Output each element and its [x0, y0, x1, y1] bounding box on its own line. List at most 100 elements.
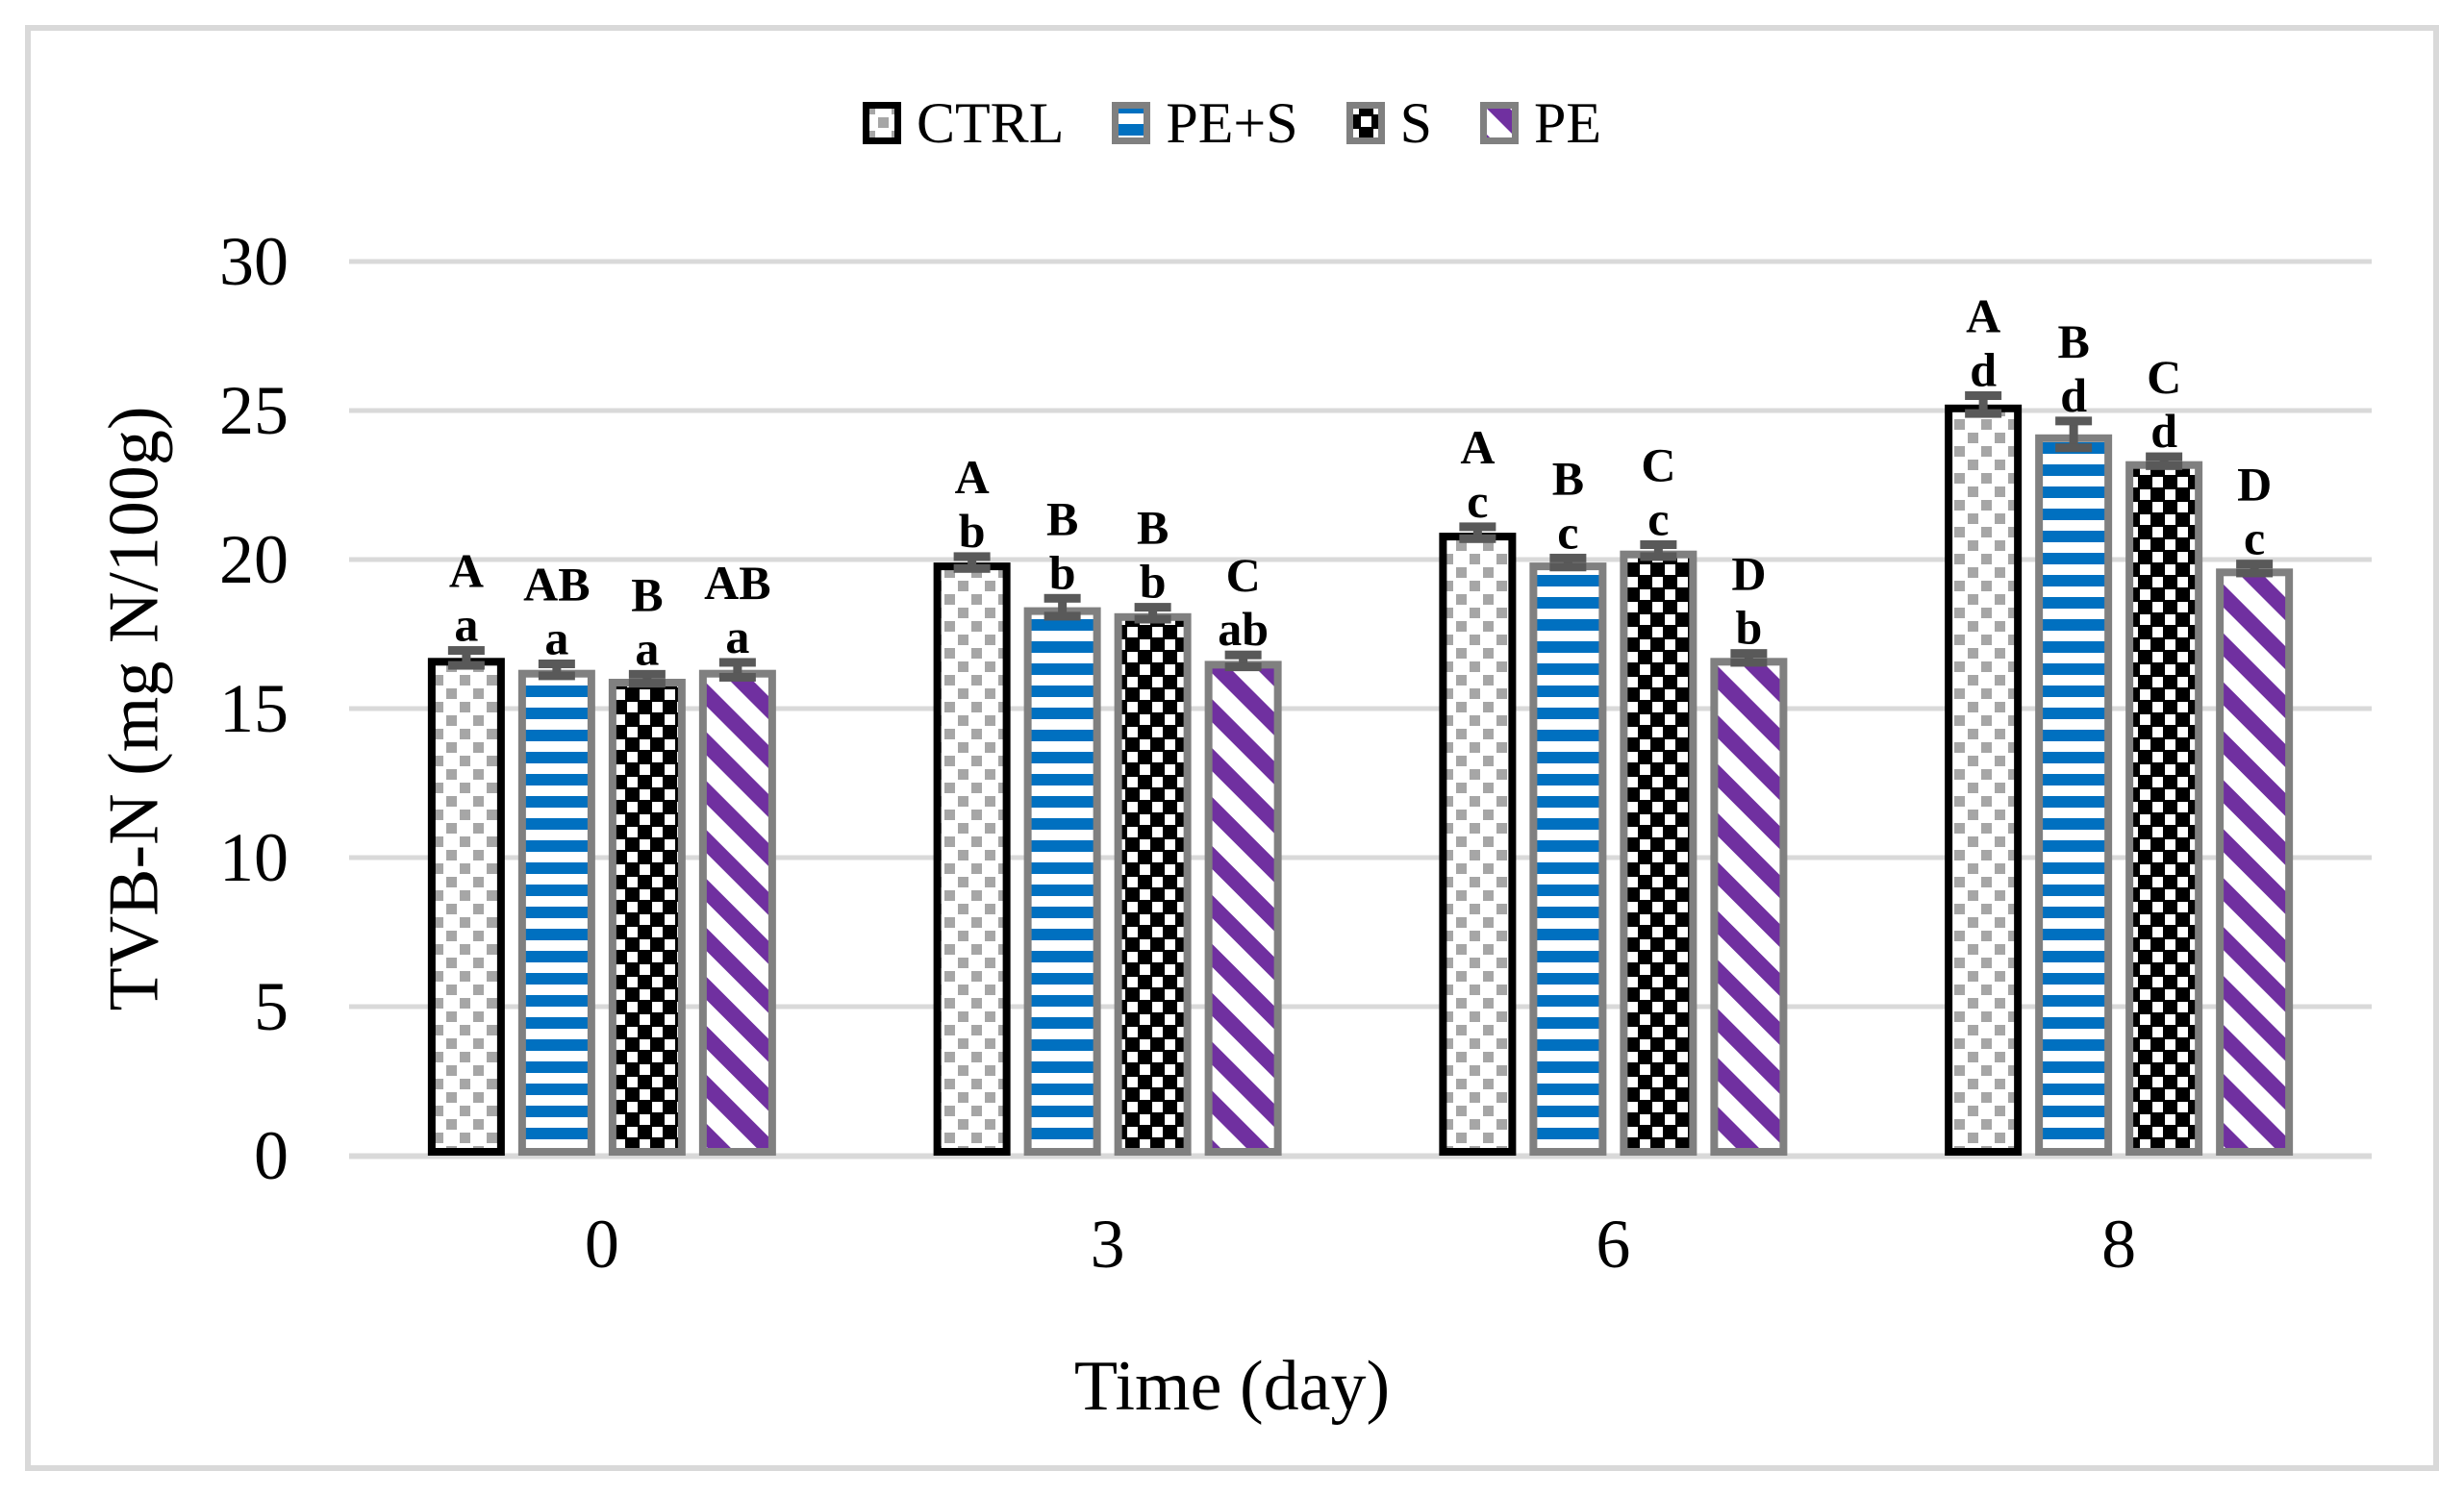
y-tick-label: 25 — [219, 372, 289, 449]
bar-PE+S-day0 — [517, 669, 595, 1156]
sig-letter-lower: a — [544, 611, 568, 665]
sig-letter-upper: D — [2237, 458, 2272, 511]
y-tick-label: 5 — [254, 968, 289, 1045]
error-bar-cap-top — [628, 669, 666, 679]
legend-label-s: S — [1399, 91, 1432, 155]
legend-item-ctrl: CTRL — [863, 94, 1064, 152]
error-bar-cap-bottom — [2146, 461, 2183, 470]
error-bar — [2250, 563, 2259, 573]
gridline — [349, 706, 2372, 711]
error-bar — [1239, 655, 1248, 667]
error-bar-cap-bottom — [628, 679, 666, 688]
bar-S-day3 — [1114, 612, 1192, 1156]
error-bar — [1978, 395, 1988, 414]
bar-PE-day8 — [2216, 568, 2294, 1156]
error-bar-cap-top — [1640, 540, 1677, 549]
error-bar — [968, 556, 977, 569]
legend-swatch-pe-icon — [1479, 102, 1519, 144]
gridline — [349, 259, 2372, 264]
sig-letter-upper: B — [1552, 451, 1584, 505]
bar-PE-day3 — [1204, 661, 1282, 1157]
sig-letter-upper: A — [955, 450, 990, 504]
sig-letter-lower: d — [2150, 404, 2177, 458]
sig-letter-lower: b — [959, 504, 986, 558]
error-bar-cap-top — [1459, 522, 1496, 532]
x-category-label: 3 — [1091, 1206, 1125, 1283]
sig-letter-lower: c — [1557, 505, 1578, 559]
error-bar — [1653, 544, 1663, 557]
error-bar-cap-top — [447, 646, 485, 656]
error-bar-cap-bottom — [1459, 534, 1496, 543]
error-bar — [552, 663, 562, 676]
error-bar-cap-bottom — [1640, 552, 1677, 561]
sig-letter-lower: b — [1735, 601, 1762, 655]
error-bar — [733, 661, 742, 678]
error-bar-cap-bottom — [2055, 443, 2093, 453]
error-bar-cap-bottom — [447, 661, 485, 670]
error-bar-cap-top — [718, 658, 756, 667]
sig-letter-upper: A — [1966, 289, 2000, 343]
sig-letter-lower: a — [635, 621, 659, 675]
legend: CTRL PE+S S PE — [0, 94, 2464, 152]
sig-letter-upper: AB — [523, 558, 590, 611]
error-bar-cap-top — [953, 552, 991, 561]
legend-label-pes: PE+S — [1166, 91, 1298, 155]
bar-S-day8 — [2125, 461, 2203, 1156]
sig-letter-lower: b — [1049, 545, 1076, 599]
error-bar-cap-bottom — [953, 563, 991, 573]
gridline — [349, 855, 2372, 860]
sig-letter-lower: c — [1647, 492, 1669, 546]
bar-S-day0 — [608, 679, 686, 1156]
bar-PE+S-day8 — [2035, 434, 2113, 1156]
error-bar — [2069, 420, 2078, 448]
x-category-label: 8 — [2101, 1206, 2136, 1283]
y-tick-label: 15 — [219, 670, 289, 747]
bar-S-day6 — [1620, 550, 1697, 1156]
legend-label-ctrl: CTRL — [917, 91, 1065, 155]
legend-item-pe: PE — [1479, 94, 1601, 152]
x-category-label: 6 — [1596, 1206, 1630, 1283]
sig-letter-lower: b — [1140, 555, 1167, 609]
sig-letter-lower: d — [1970, 343, 1997, 397]
error-bar-cap-top — [1224, 650, 1262, 660]
error-bar — [642, 674, 652, 684]
sig-letter-upper: C — [1226, 548, 1261, 602]
sig-letter-lower: d — [2060, 368, 2087, 422]
figure-border — [25, 25, 2439, 1471]
legend-swatch-pes-icon — [1112, 102, 1151, 144]
error-bar-cap-bottom — [1134, 614, 1171, 624]
y-tick-label: 30 — [219, 223, 289, 300]
sig-letter-lower: a — [725, 610, 749, 663]
bar-CTRL-day6 — [1439, 533, 1517, 1156]
error-bar-cap-top — [1134, 603, 1171, 612]
error-bar-cap-top — [2055, 416, 2093, 426]
sig-letter-upper: A — [449, 544, 484, 598]
sig-letter-lower: c — [2244, 511, 2265, 565]
error-bar-cap-top — [1965, 391, 2002, 400]
bar-PE+S-day3 — [1023, 607, 1101, 1156]
error-bar — [1563, 558, 1572, 567]
legend-item-s: S — [1345, 91, 1432, 155]
sig-letter-lower: a — [454, 598, 478, 652]
sig-letter-upper: B — [2057, 314, 2089, 368]
legend-swatch-s-icon — [1345, 102, 1385, 144]
error-bar-cap-bottom — [2236, 568, 2274, 578]
error-bar-cap-bottom — [1224, 662, 1262, 672]
error-bar-cap-top — [538, 660, 575, 668]
error-bar-cap-bottom — [1043, 611, 1081, 621]
bar-CTRL-day3 — [933, 562, 1011, 1156]
sig-letter-lower: ab — [1218, 602, 1269, 656]
sig-letter-upper: C — [1641, 438, 1675, 492]
x-axis-title: Time (day) — [1073, 1347, 1391, 1426]
error-bar-cap-bottom — [538, 671, 575, 681]
error-bar-cap-top — [1043, 593, 1081, 603]
error-bar-cap-bottom — [718, 672, 756, 682]
legend-swatch-ctrl-icon — [863, 102, 901, 144]
error-bar-cap-bottom — [1730, 658, 1768, 667]
gridline — [349, 1004, 2372, 1010]
error-bar — [2159, 457, 2169, 466]
legend-item-pes: PE+S — [1112, 91, 1298, 155]
bar-PE-day6 — [1710, 658, 1788, 1156]
error-bar — [1148, 607, 1158, 619]
